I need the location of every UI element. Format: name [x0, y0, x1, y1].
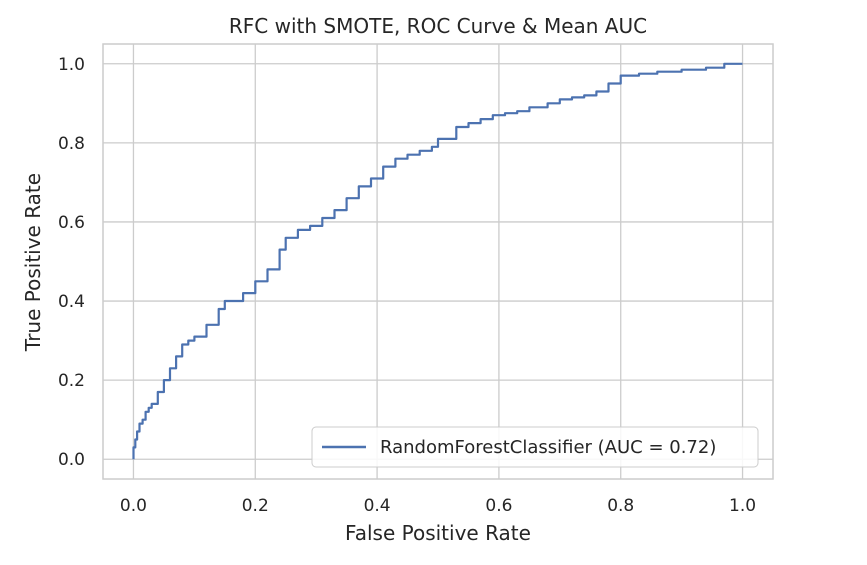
x-tick-label: 0.6: [485, 496, 512, 516]
y-tick-label: 0.6: [58, 213, 85, 233]
y-tick-label: 0.4: [58, 292, 85, 312]
y-tick-label: 0.2: [58, 371, 85, 391]
roc-curve-line: [132, 62, 743, 460]
y-tick-label: 0.0: [58, 450, 85, 470]
y-axis-label: True Positive Rate: [21, 173, 45, 352]
x-tick-label: 0.0: [120, 496, 147, 516]
x-axis-label: False Positive Rate: [345, 521, 531, 545]
legend: RandomForestClassifier (AUC = 0.72): [311, 426, 759, 468]
chart-title: RFC with SMOTE, ROC Curve & Mean AUC: [229, 14, 647, 38]
legend-box: [311, 426, 759, 468]
y-tick-label: 0.8: [58, 134, 85, 154]
grid: [103, 44, 773, 479]
tick-labels: 0.0 0.2 0.4 0.6 0.8 1.0 0.0 0.2 0.4 0.6 0.8 1.0: [58, 55, 756, 516]
x-tick-label: 0.4: [364, 496, 391, 516]
legend-label: RandomForestClassifier (AUC = 0.72): [380, 437, 716, 458]
x-tick-label: 0.2: [242, 496, 269, 516]
x-tick-label: 1.0: [729, 496, 756, 516]
x-tick-label: 0.8: [607, 496, 634, 516]
plot-frame: [102, 43, 774, 480]
series-layer: [132, 62, 743, 460]
y-tick-label: 1.0: [58, 55, 85, 75]
